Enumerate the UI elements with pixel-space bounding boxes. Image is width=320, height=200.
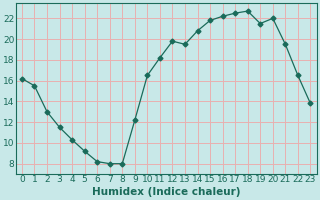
X-axis label: Humidex (Indice chaleur): Humidex (Indice chaleur) <box>92 187 240 197</box>
